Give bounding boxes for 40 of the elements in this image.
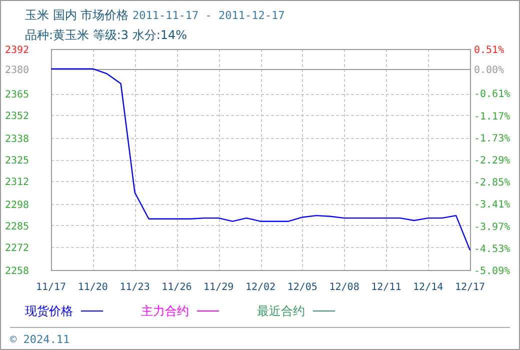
legend-label: 现货价格 — [25, 304, 73, 318]
y-tick-label: 2325 — [5, 156, 30, 166]
y-tick-label: 2285 — [5, 221, 30, 232]
y2-tick-label: -0.61% — [474, 89, 510, 100]
y2-tick-label: -5.09% — [474, 266, 510, 277]
y2-tick-label: -3.41% — [474, 200, 510, 211]
x-tick-label: 11/29 — [204, 282, 234, 293]
y-tick-label: 2338 — [5, 134, 30, 146]
y-tick-label: 2392 — [5, 45, 30, 56]
y-tick-label: 2352 — [5, 110, 30, 122]
y2-tick-label: -1.73% — [474, 133, 510, 144]
y-tick-label: 2380 — [5, 64, 30, 76]
y2-tick-label: -3.97% — [474, 222, 510, 233]
y-tick-label: 2298 — [5, 200, 30, 212]
legend-label: 主力合约 — [141, 304, 189, 318]
x-tick-label: 12/08 — [329, 282, 360, 293]
chart-title: 玉米 国内 市场价格 2011-11-17 - 2011-12-17 — [25, 8, 285, 22]
x-tick-label: 12/14 — [413, 282, 444, 293]
y-tick-label: 2272 — [5, 242, 30, 254]
y2-tick-label: 0.00% — [474, 65, 504, 76]
y-tick-label: 2312 — [5, 176, 30, 188]
y2-tick-label: -2.29% — [474, 156, 510, 166]
y-tick-label: 2258 — [5, 266, 30, 277]
x-tick-label: 12/05 — [287, 282, 318, 293]
y-tick-label: 2365 — [5, 90, 30, 101]
x-tick-label: 12/02 — [245, 282, 276, 293]
chart-subtitle: 品种:黄玉米 等级:3 水分:14% — [25, 28, 188, 42]
x-tick-label: 12/11 — [371, 282, 402, 293]
x-tick-label: 12/17 — [454, 282, 486, 293]
x-tick-label: 11/20 — [78, 282, 108, 293]
y2-tick-label: -2.85% — [474, 178, 510, 189]
y2-tick-label: -4.53% — [474, 244, 510, 255]
y2-tick-label: -1.17% — [474, 111, 510, 122]
legend-label: 最近合约 — [257, 304, 305, 318]
x-tick-label: 11/26 — [162, 282, 192, 293]
text: © 2024.11 — [10, 333, 70, 346]
line-series — [50, 68, 471, 251]
x-tick-label: 11/17 — [36, 282, 66, 293]
x-tick-label: 11/23 — [120, 282, 150, 293]
y2-tick-label: 0.51% — [474, 45, 504, 56]
